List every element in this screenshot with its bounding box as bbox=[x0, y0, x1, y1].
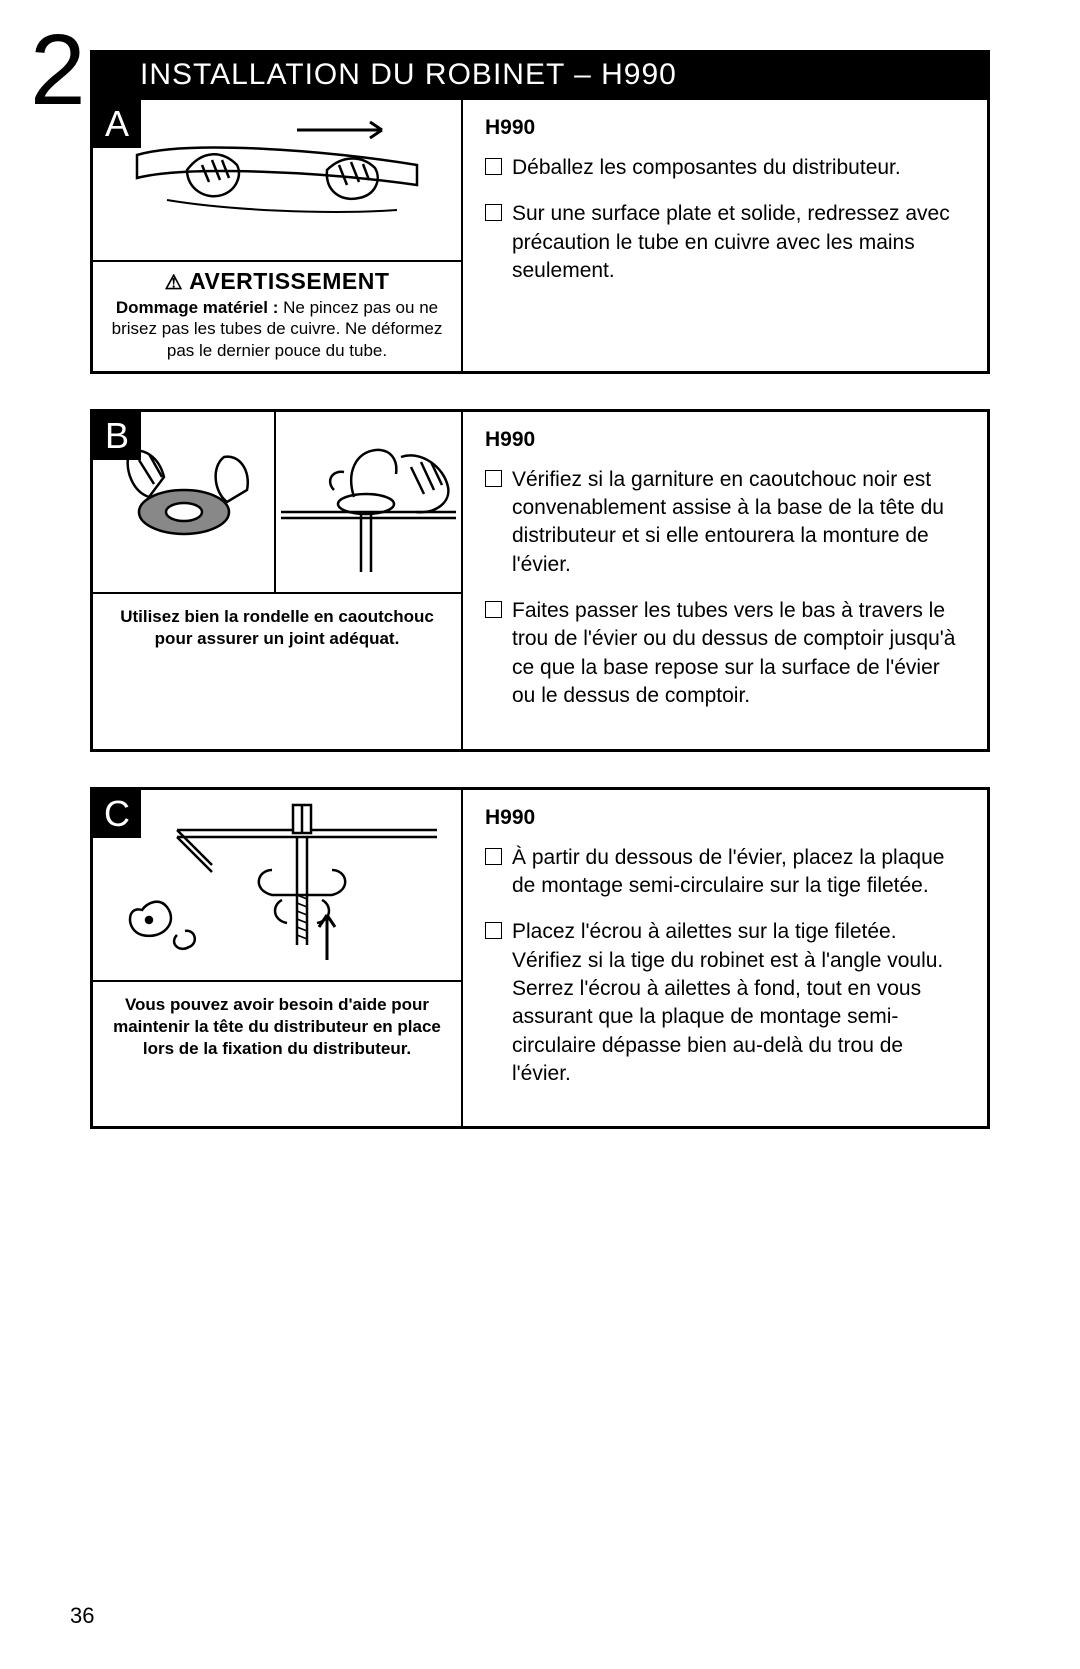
faucet-insert-icon bbox=[276, 422, 461, 582]
warning-body: Dommage matériel : Ne pincez pas ou ne b… bbox=[93, 297, 461, 371]
check-item: Faites passer les tubes vers le bas à tr… bbox=[485, 597, 965, 710]
illustration-a bbox=[93, 100, 461, 260]
panel-b: B bbox=[90, 409, 990, 752]
hands-tube-icon bbox=[127, 110, 427, 250]
step-number: 2 bbox=[30, 20, 86, 120]
page: 2 INSTALLATION DU ROBINET – H990 A bbox=[0, 0, 1080, 1669]
panel-letter-a: A bbox=[93, 100, 141, 148]
warning-title-text: AVERTISSEMENT bbox=[189, 268, 389, 294]
section-title: INSTALLATION DU ROBINET – H990 bbox=[90, 50, 990, 100]
warning-lead: Dommage matériel : bbox=[116, 298, 279, 317]
illustration-c bbox=[93, 790, 461, 980]
checkbox-icon bbox=[485, 470, 502, 487]
panel-a: A bbox=[90, 100, 990, 374]
model-c: H990 bbox=[485, 806, 965, 830]
model-a: H990 bbox=[485, 116, 965, 140]
warning-heading: ⚠ AVERTISSEMENT bbox=[93, 260, 461, 297]
checkbox-icon bbox=[485, 601, 502, 618]
check-text: Placez l'écrou à ailettes sur la tige fi… bbox=[512, 918, 965, 1088]
check-item: Déballez les composantes du distributeur… bbox=[485, 154, 965, 182]
check-text: À partir du dessous de l'évier, placez l… bbox=[512, 844, 965, 901]
panel-letter-c: C bbox=[93, 790, 141, 838]
mounting-plate-icon bbox=[107, 795, 447, 975]
check-text: Vérifiez si la garniture en caoutchouc n… bbox=[512, 466, 965, 579]
checkbox-icon bbox=[485, 204, 502, 221]
caption-c: Vous pouvez avoir besoin d'aide pour mai… bbox=[93, 980, 461, 1074]
caption-b: Utilisez bien la rondelle en caoutchouc … bbox=[93, 592, 461, 664]
check-text: Faites passer les tubes vers le bas à tr… bbox=[512, 597, 965, 710]
warning-icon: ⚠ bbox=[165, 272, 183, 294]
check-text: Sur une surface plate et solide, redress… bbox=[512, 200, 965, 285]
checkbox-icon bbox=[485, 848, 502, 865]
check-item: Sur une surface plate et solide, redress… bbox=[485, 200, 965, 285]
check-text: Déballez les composantes du distributeur… bbox=[512, 154, 965, 182]
model-b: H990 bbox=[485, 428, 965, 452]
check-item: À partir du dessous de l'évier, placez l… bbox=[485, 844, 965, 901]
checkbox-icon bbox=[485, 922, 502, 939]
page-number: 36 bbox=[70, 1603, 94, 1629]
check-item: Placez l'écrou à ailettes sur la tige fi… bbox=[485, 918, 965, 1088]
panel-c: C bbox=[90, 787, 990, 1130]
check-item: Vérifiez si la garniture en caoutchouc n… bbox=[485, 466, 965, 579]
checkbox-icon bbox=[485, 158, 502, 175]
panel-letter-b: B bbox=[93, 412, 141, 460]
illustration-b bbox=[93, 412, 461, 592]
